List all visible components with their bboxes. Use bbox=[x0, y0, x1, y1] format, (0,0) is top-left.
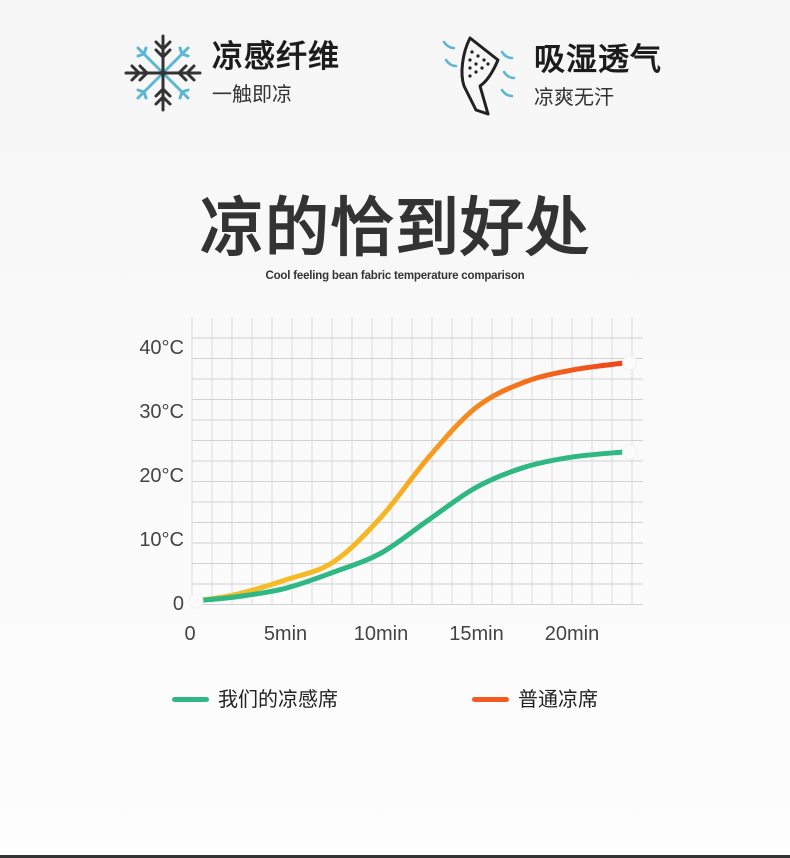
feature-title: 凉感纤维 bbox=[212, 39, 340, 75]
page-subtitle: Cool feeling bean fabric temperature com… bbox=[265, 270, 525, 282]
series-line-ours bbox=[199, 449, 624, 603]
legend-item-ours: 我们的凉感席 bbox=[172, 686, 338, 712]
y-tick-label: 20°C bbox=[139, 465, 184, 487]
legend-item-normal: 普通凉席 bbox=[472, 686, 598, 712]
feature-subtitle: 凉爽无汗 bbox=[534, 85, 614, 109]
y-tick-label: 0 bbox=[173, 593, 184, 615]
temperature-chart: 0 10°C 20°C 30°C 40°C 0 5min 10min 15min 20min bbox=[139, 318, 643, 645]
feature-title: 吸湿透气 bbox=[534, 42, 662, 78]
feature-cool-fiber: 凉感纤维 一触即凉 bbox=[124, 34, 340, 112]
legend-label: 我们的凉感席 bbox=[218, 687, 338, 711]
x-tick-label: 10min bbox=[354, 623, 408, 645]
x-tick-label: 5min bbox=[264, 623, 307, 645]
breathable-fabric-icon bbox=[442, 36, 516, 116]
chart-grid bbox=[191, 318, 643, 605]
y-tick-label: 40°C bbox=[139, 337, 184, 359]
x-tick-label: 15min bbox=[449, 623, 503, 645]
y-tick-label: 30°C bbox=[139, 401, 184, 423]
origin-marker bbox=[188, 593, 204, 609]
feature-subtitle: 一触即凉 bbox=[212, 82, 292, 106]
series-end-marker bbox=[622, 355, 638, 371]
feature-breathable: 吸湿透气 凉爽无汗 bbox=[440, 34, 662, 118]
snowflake-icon bbox=[124, 34, 202, 112]
x-tick-label: 20min bbox=[545, 623, 599, 645]
series-line-normal bbox=[199, 360, 624, 603]
legend-swatch-orange bbox=[472, 696, 509, 702]
y-tick-label: 10°C bbox=[139, 529, 184, 551]
page-title: 凉的恰到好处 bbox=[200, 192, 590, 266]
legend-swatch-green bbox=[172, 696, 209, 702]
legend-label: 普通凉席 bbox=[518, 687, 598, 711]
x-tick-label: 0 bbox=[184, 623, 195, 645]
series-end-marker bbox=[622, 444, 638, 460]
bottom-border bbox=[0, 855, 790, 858]
